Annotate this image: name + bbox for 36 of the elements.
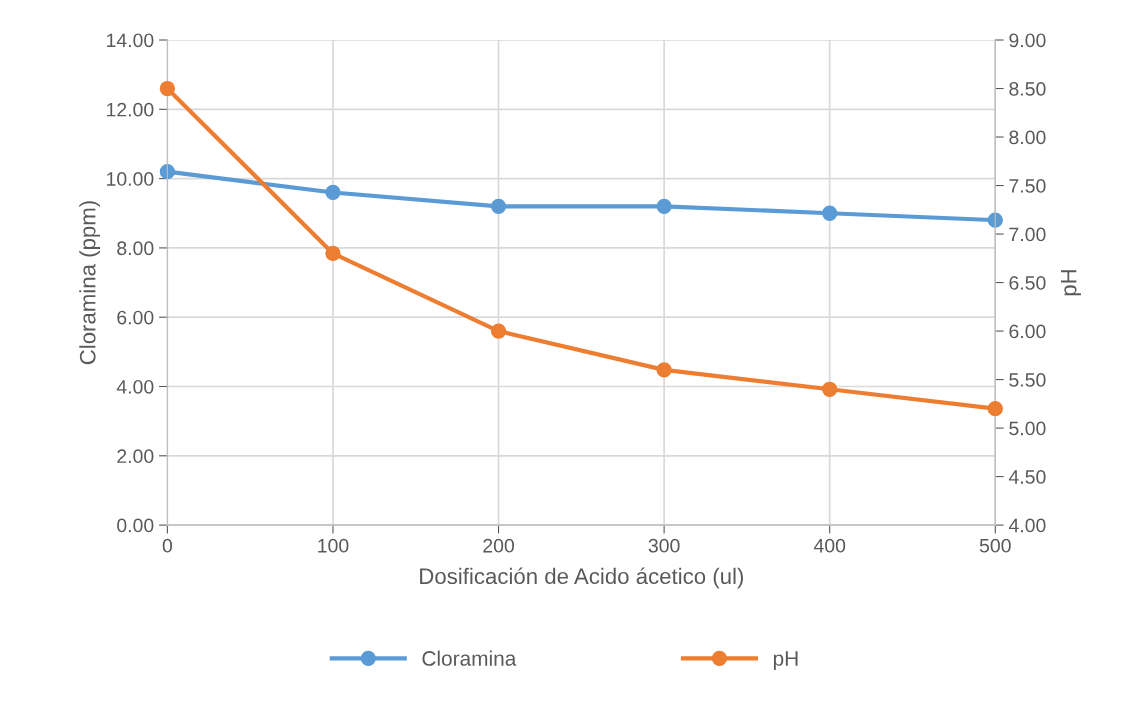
y2-tick-label: 4.50 bbox=[1008, 470, 1046, 484]
y-tick-label: 12.00 bbox=[107, 102, 154, 117]
y-tick-label: 10.00 bbox=[107, 172, 154, 186]
y-tick-label: 4.00 bbox=[116, 379, 154, 394]
x-axis-title: Dosificación de Acido ácetico (ul) bbox=[420, 567, 744, 589]
y2-tick-label: 5.50 bbox=[1009, 373, 1046, 387]
y2-axis-title: pH bbox=[1061, 270, 1081, 296]
y-tick-label: 8.00 bbox=[117, 241, 154, 256]
y-axis-title: Cloramina (ppm) bbox=[79, 201, 100, 365]
x-tick-label: 400 bbox=[813, 538, 846, 553]
y2-tick-label: 6.50 bbox=[1009, 276, 1046, 290]
y2-tick-label: 9.00 bbox=[1009, 33, 1046, 48]
y2-tick-label: 4.00 bbox=[1008, 518, 1046, 533]
x-tick-label: 500 bbox=[979, 538, 1011, 553]
point bbox=[987, 401, 1003, 417]
y-tick-label: 14.00 bbox=[107, 33, 154, 48]
point bbox=[325, 245, 341, 262]
x-tick-label: 100 bbox=[318, 538, 349, 553]
x-tick-label: 0 bbox=[162, 538, 173, 553]
x-tick-label: 300 bbox=[648, 538, 680, 553]
y2-tick-label: 8.50 bbox=[1009, 81, 1046, 96]
y-tick-label: 0.00 bbox=[117, 518, 154, 533]
point bbox=[159, 80, 176, 97]
y2-tick-label: 5.00 bbox=[1009, 421, 1046, 436]
legend-label: Cloramina bbox=[422, 650, 517, 666]
y2-tick-label: 7.00 bbox=[1009, 227, 1046, 242]
y2-tick-label: 6.00 bbox=[1009, 324, 1046, 339]
y2-tick-label: 8.00 bbox=[1009, 130, 1046, 145]
legend-label: pH bbox=[773, 651, 798, 670]
x-tick-label: 200 bbox=[483, 538, 515, 553]
y-tick-label: 2.00 bbox=[117, 449, 154, 464]
point bbox=[656, 362, 672, 378]
point bbox=[490, 323, 507, 339]
point bbox=[822, 381, 838, 397]
y2-tick-label: 7.50 bbox=[1009, 179, 1046, 193]
y-tick-label: 6.00 bbox=[117, 310, 154, 325]
